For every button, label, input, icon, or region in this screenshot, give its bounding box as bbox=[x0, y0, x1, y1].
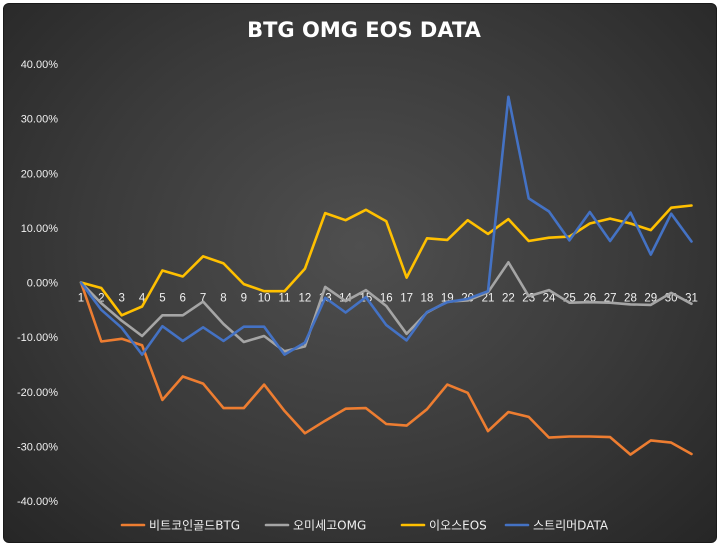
legend-label: 오미세고OMG bbox=[293, 519, 366, 533]
legend-label: 스트리머DATA bbox=[533, 519, 609, 533]
y-tick-label: 0.00% bbox=[27, 278, 58, 290]
x-tick-label: 7 bbox=[200, 293, 206, 305]
x-tick-label: 9 bbox=[241, 293, 247, 305]
x-tick-label: 10 bbox=[258, 293, 271, 305]
x-tick-label: 12 bbox=[298, 293, 311, 305]
y-tick-label: -10.00% bbox=[17, 332, 58, 344]
y-tick-label: -20.00% bbox=[17, 387, 58, 399]
x-tick-label: 8 bbox=[220, 293, 226, 305]
x-tick-label: 2 bbox=[98, 293, 104, 305]
y-tick-label: 20.00% bbox=[21, 168, 59, 180]
x-tick-label: 24 bbox=[543, 293, 556, 305]
chart-title: BTG OMG EOS DATA bbox=[247, 18, 482, 42]
x-tick-label: 1 bbox=[78, 293, 84, 305]
y-tick-label: 30.00% bbox=[21, 114, 59, 126]
y-tick-label: -40.00% bbox=[17, 496, 58, 508]
chart-area: BTG OMG EOS DATA 40.00% 30.00% 20.00% 10.00… bbox=[3, 3, 717, 543]
x-tick-label: 4 bbox=[139, 293, 146, 305]
legend-label: 비트코인골드BTG bbox=[149, 519, 240, 533]
y-axis: 40.00% 30.00% 20.00% 10.00% 0.00% -10.00% -20.… bbox=[17, 59, 58, 508]
legend: 비트코인골드BTG 오미세고OMG 이오스EOS 스트리머DATA bbox=[120, 519, 609, 533]
y-tick-label: 10.00% bbox=[21, 223, 59, 235]
series-line-2 bbox=[79, 260, 693, 353]
legend-label: 이오스EOS bbox=[429, 519, 487, 533]
series-line-1 bbox=[79, 281, 693, 456]
x-tick-label: 3 bbox=[118, 293, 124, 305]
x-tick-label: 16 bbox=[380, 293, 393, 305]
series-line-3 bbox=[79, 204, 693, 317]
x-tick-label: 11 bbox=[279, 293, 291, 305]
line-chart: BTG OMG EOS DATA 40.00%30.00%20.00%10.00… bbox=[17, 18, 698, 533]
x-tick-label: 17 bbox=[400, 293, 413, 305]
x-tick-label: 29 bbox=[644, 293, 657, 305]
x-tick-label: 18 bbox=[421, 293, 434, 305]
x-tick-label: 22 bbox=[502, 293, 515, 305]
x-tick-label: 6 bbox=[180, 293, 186, 305]
y-tick-label: -30.00% bbox=[17, 441, 58, 453]
x-tick-label: 28 bbox=[624, 293, 637, 305]
series-line-4 bbox=[79, 95, 693, 356]
x-tick-label: 14 bbox=[339, 293, 352, 305]
series-layer bbox=[79, 95, 693, 456]
x-tick-label: 21 bbox=[482, 293, 495, 305]
x-tick-label: 5 bbox=[159, 293, 165, 305]
y-tick-label: 40.00% bbox=[21, 59, 59, 71]
